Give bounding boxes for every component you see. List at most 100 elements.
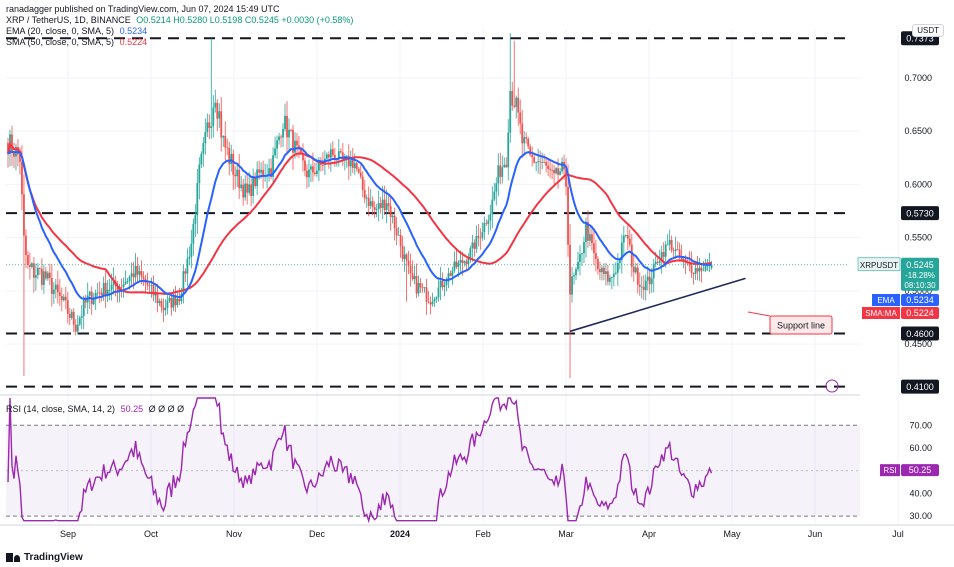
candle (503, 157, 506, 168)
candle (483, 216, 486, 240)
price-tick-label: 0.6000 (904, 179, 932, 189)
candle (427, 291, 430, 304)
candle (359, 165, 362, 180)
candle (164, 299, 167, 316)
candle (383, 185, 386, 216)
candle (447, 267, 450, 289)
candle (298, 136, 300, 159)
candle (214, 89, 217, 113)
candle (399, 228, 402, 258)
candle (624, 234, 627, 238)
candle (98, 281, 101, 304)
candle (357, 167, 360, 174)
candle (262, 160, 265, 189)
candle (72, 308, 75, 332)
candle (252, 168, 255, 204)
rsi-tag-label: RSI (883, 466, 896, 475)
candle (628, 229, 631, 248)
candle (13, 142, 15, 168)
candle (27, 251, 29, 269)
rsi-tick-label: 30.00 (909, 511, 932, 521)
time-tick-label: Mar (558, 529, 574, 539)
time-tick-label: Dec (309, 529, 326, 539)
candle (88, 290, 91, 309)
candle (702, 261, 705, 272)
candle (192, 218, 195, 256)
candle (62, 293, 65, 302)
candle (176, 291, 179, 308)
candle (507, 119, 510, 181)
candle (652, 259, 655, 293)
candle (423, 287, 426, 293)
candle (42, 264, 45, 294)
candle (349, 150, 352, 177)
candle (54, 278, 57, 299)
candle (363, 179, 366, 204)
candle (108, 278, 111, 301)
candle (355, 161, 358, 172)
candle (501, 155, 504, 184)
candle (25, 229, 27, 269)
candle (644, 274, 647, 301)
candle (435, 296, 438, 303)
candle (282, 123, 284, 148)
ema-legend: EMA (20, close, 0, SMA, 5) 0.5234 (6, 26, 147, 37)
candle (493, 183, 496, 202)
candle (74, 319, 77, 336)
candle (700, 262, 703, 283)
symbol-tag (857, 257, 901, 272)
candle (487, 214, 490, 235)
candle (148, 282, 151, 294)
time-tick-label: Apr (642, 529, 656, 539)
candle (35, 263, 37, 291)
candle (545, 156, 548, 173)
candle (29, 252, 31, 280)
candle (64, 286, 67, 310)
candle (397, 227, 400, 236)
candle (240, 175, 243, 192)
candle (489, 204, 492, 231)
ema-value-label: 0.5234 (906, 295, 934, 305)
currency-button[interactable]: USDT (912, 24, 944, 37)
candle (401, 236, 404, 262)
candle (373, 201, 376, 219)
candle (593, 228, 595, 266)
candle (31, 261, 33, 269)
candle (601, 265, 603, 281)
candle (196, 169, 199, 235)
candle (591, 225, 593, 251)
candle (347, 144, 350, 180)
candle (210, 38, 213, 139)
candle (188, 246, 191, 266)
candle (33, 257, 35, 293)
candle (220, 97, 223, 152)
candle (341, 142, 344, 166)
rsi-value-label: 50.25 (909, 465, 932, 475)
candle (676, 241, 679, 251)
candle (630, 233, 633, 277)
candle (634, 263, 637, 275)
candle (198, 157, 201, 200)
candle (449, 270, 452, 277)
candle (44, 267, 47, 281)
candle (405, 252, 408, 302)
moving-averages (7, 141, 712, 300)
candle (519, 99, 522, 135)
candle (36, 262, 39, 280)
candle (467, 253, 470, 268)
candle (158, 298, 161, 307)
candle (391, 213, 394, 224)
key-level-tag (901, 206, 939, 221)
last-price-tag-text: 08:10:30 (904, 281, 936, 290)
candle (670, 235, 673, 253)
tradingview-logo[interactable]: TradingView (6, 552, 83, 563)
candle (365, 194, 368, 208)
candle (232, 149, 235, 190)
candle (212, 95, 215, 138)
candle (52, 282, 55, 304)
candle (495, 177, 498, 206)
candle (638, 272, 641, 296)
candle (650, 268, 653, 293)
candle (573, 272, 575, 285)
